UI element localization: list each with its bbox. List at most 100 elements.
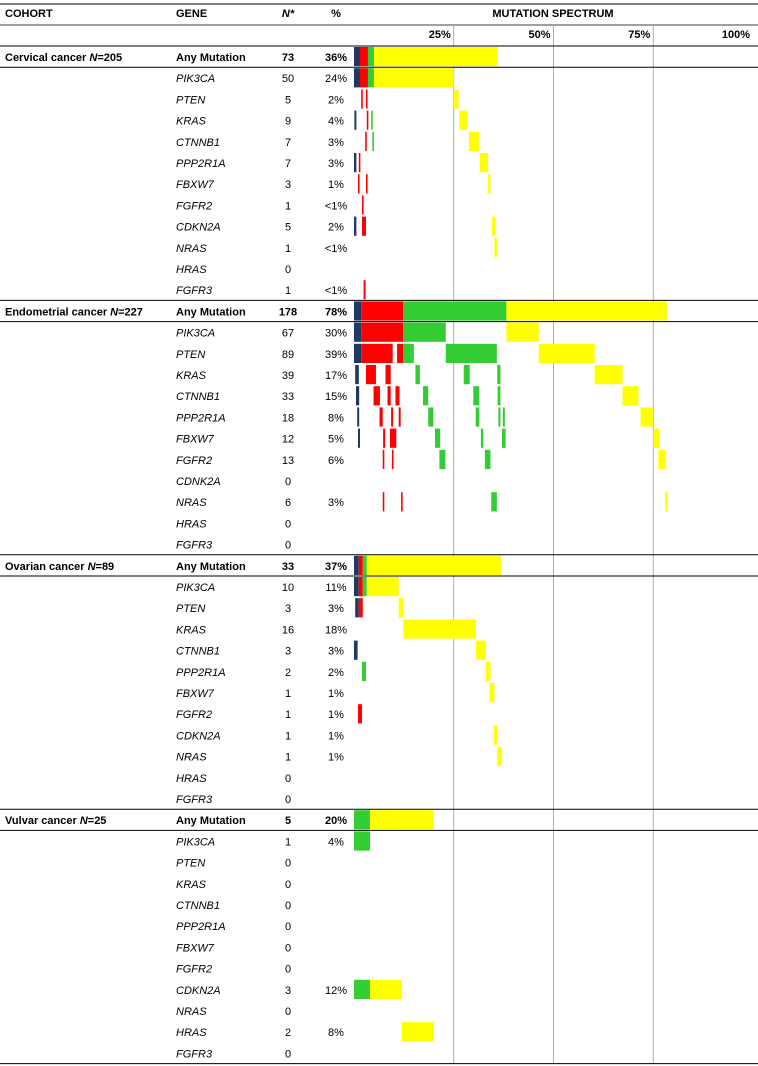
gene-row: PPP2R1A 0 — [176, 921, 291, 933]
mutation-segment-yellow — [492, 216, 496, 236]
mutation-segment-red — [363, 280, 366, 300]
mutation-segment-yellow — [485, 661, 491, 681]
gene-name: FBXW7 — [176, 434, 215, 446]
cohort-label: Vulvar cancer N=25 — [5, 815, 106, 827]
gene-row: CDKN2A 1 1% — [176, 725, 498, 745]
gene-pct: <1% — [325, 285, 348, 297]
gene-pct: 12% — [325, 985, 347, 997]
gene-n: 7 — [285, 158, 291, 170]
gene-pct: 3% — [328, 646, 344, 658]
gene-pct: 2% — [328, 94, 344, 106]
gene-pct: 3% — [328, 497, 344, 509]
mutation-segment-yellow — [640, 407, 654, 427]
mutation-segment-green — [497, 365, 501, 385]
gene-pct: 11% — [325, 582, 346, 594]
mutation-segment-green — [473, 386, 480, 406]
any-mutation-n: 73 — [282, 52, 294, 64]
mutation-segment-yellow — [459, 110, 468, 130]
mutation-segment-navy — [354, 555, 359, 575]
mutation-segment-red — [387, 386, 391, 406]
mutation-segment-yellow — [494, 237, 497, 257]
x-axis-ticks: 25% 50% 75% 100% — [0, 24, 758, 41]
gene-row: FBXW7 12 5% — [176, 428, 660, 448]
header-gene: GENE — [176, 8, 207, 20]
mutation-segment-red — [357, 174, 360, 194]
mutation-segment-yellow — [373, 47, 498, 67]
mutation-segment-yellow — [622, 386, 639, 406]
gene-name: CDKN2A — [176, 985, 221, 997]
gene-row: PTEN 3 3% — [176, 598, 404, 618]
gene-n: 5 — [285, 94, 291, 106]
mutation-segment-red — [401, 492, 403, 512]
gene-n: 18 — [282, 412, 294, 424]
mutation-segment-green — [484, 449, 491, 469]
gene-n: 1 — [285, 243, 291, 255]
mutation-segment-yellow — [497, 746, 502, 766]
mutation-segment-red — [361, 322, 404, 342]
gene-n: 50 — [282, 73, 294, 85]
gene-row: HRAS 0 — [176, 264, 291, 276]
gene-name: CTNNB1 — [176, 900, 220, 912]
mutation-segment-red — [366, 110, 369, 130]
gene-name: NRAS — [176, 243, 207, 255]
header-pct: % — [331, 8, 341, 20]
gene-name: CDKN2A — [176, 222, 221, 234]
mutation-segment-yellow — [373, 68, 454, 88]
mutation-segment-green — [415, 365, 420, 385]
gene-row: FGFR2 0 — [176, 964, 291, 976]
mutation-segment-red — [361, 195, 364, 215]
gene-n: 67 — [282, 328, 294, 340]
gene-n: 3 — [285, 646, 291, 658]
any-mutation-n: 33 — [282, 561, 294, 573]
mutation-segment-navy — [354, 153, 357, 173]
mutation-segment-green — [498, 407, 501, 427]
gene-name: PTEN — [176, 94, 205, 106]
gene-pct: 3% — [328, 158, 344, 170]
mutation-segment-red — [383, 428, 386, 448]
cohort-label: Endometrial cancer N=227 — [5, 306, 143, 318]
gene-name: PPP2R1A — [176, 921, 226, 933]
gene-pct: 5% — [328, 434, 344, 446]
gene-n: 0 — [285, 879, 291, 891]
gene-n: 0 — [285, 518, 291, 530]
gene-row: HRAS 0 — [176, 518, 291, 530]
gene-n: 0 — [285, 1006, 291, 1018]
mutation-segment-red — [389, 428, 397, 448]
mutation-segment-yellow — [489, 683, 495, 703]
mutation-segment-navy — [355, 365, 359, 385]
mutation-segment-red — [361, 301, 404, 321]
mutation-segment-navy — [354, 640, 358, 660]
mutation-segment-yellow — [401, 1022, 434, 1042]
mutation-segment-red — [361, 343, 393, 363]
gene-pct: 18% — [325, 624, 347, 636]
gene-name: PPP2R1A — [176, 412, 226, 424]
gene-row: PIK3CA 50 24% — [176, 68, 454, 88]
gene-row: CTNNB1 7 3% — [176, 131, 479, 151]
mutation-segment-red — [391, 407, 394, 427]
x-tick-label: 75% — [628, 29, 650, 41]
mutation-segment-yellow — [369, 810, 434, 830]
gene-row: PIK3CA 1 4% — [176, 831, 370, 851]
gene-n: 0 — [285, 264, 291, 276]
gene-name: KRAS — [176, 370, 207, 382]
gene-pct: 3% — [328, 603, 344, 615]
gene-name: HRAS — [176, 1027, 207, 1039]
mutation-segment-yellow — [506, 301, 667, 321]
gene-n: 1 — [285, 200, 291, 212]
mutation-segment-green — [497, 386, 501, 406]
mutation-segment-navy — [354, 110, 357, 130]
gene-row: HRAS 0 — [176, 773, 291, 785]
gene-n: 0 — [285, 540, 291, 552]
mutation-segment-red — [359, 68, 368, 88]
mutation-segment-yellow — [538, 343, 595, 363]
gene-n: 3 — [285, 985, 291, 997]
gene-n: 1 — [285, 688, 291, 700]
gene-row: FGFR2 1 1% — [176, 704, 362, 724]
cohort-block: Cervical cancer N=205 Any Mutation 73 36%PI… — [0, 45, 758, 300]
any-mutation-label: Any Mutation — [176, 561, 246, 573]
any-mutation-n: 5 — [285, 815, 291, 827]
mutation-segment-yellow — [479, 153, 489, 173]
mutation-segment-red — [398, 407, 401, 427]
cohort-block: Endometrial cancer N=227 Any Mutation 178 7… — [0, 299, 758, 552]
mutation-segment-green — [445, 343, 497, 363]
